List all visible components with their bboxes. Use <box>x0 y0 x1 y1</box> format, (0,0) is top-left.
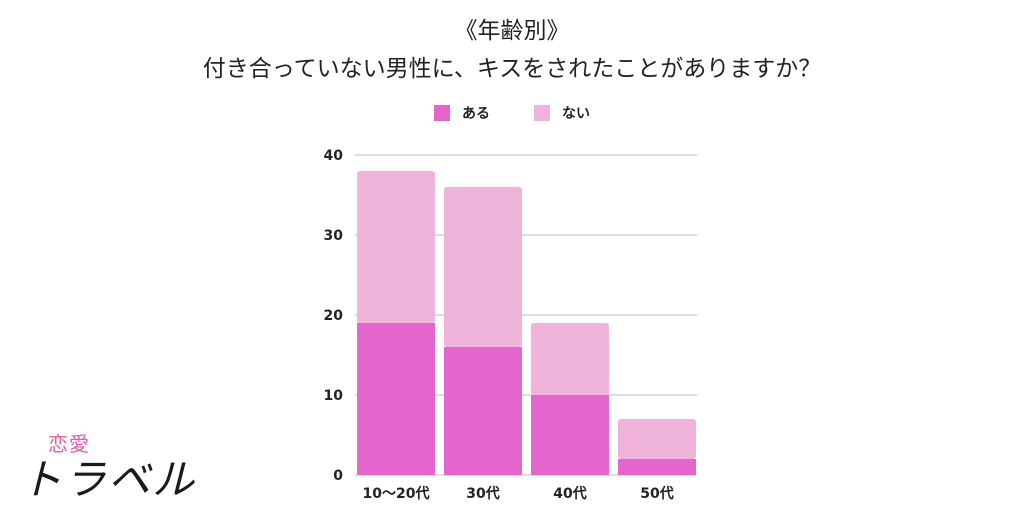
chart-title-line1: 《年齢別》 <box>454 18 570 44</box>
y-tick-label: 10 <box>324 388 344 404</box>
bar-segment-nai <box>531 323 609 395</box>
bar-segment-nai <box>357 171 435 323</box>
brand-logo-small-text: 恋愛 <box>48 432 90 456</box>
y-tick-label: 0 <box>333 468 343 484</box>
bar-segment-aru <box>357 323 435 475</box>
x-tick-label: 10～20代 <box>363 485 430 502</box>
bar-segment-nai <box>618 419 696 459</box>
chart-title-line2: 付き合っていない男性に、キスをされたことがありますか？ <box>202 56 822 82</box>
y-tick-label: 20 <box>324 308 344 324</box>
bar-segment-aru <box>444 347 522 475</box>
brand-logo-main-text: トラベル <box>20 455 197 504</box>
legend-label-aru: ある <box>462 106 490 122</box>
x-tick-label: 30代 <box>466 485 499 502</box>
legend-item-nai: ない <box>534 103 590 123</box>
legend-swatch-nai <box>534 105 550 121</box>
legend-swatch-aru <box>434 105 450 121</box>
legend: ある ない <box>0 103 1024 123</box>
bar-segment-aru <box>618 459 696 475</box>
legend-item-aru: ある <box>434 103 490 123</box>
y-tick-label: 40 <box>324 148 344 164</box>
y-tick-label: 30 <box>324 228 344 244</box>
bar-segment-aru <box>531 395 609 475</box>
x-tick-label: 40代 <box>553 485 586 502</box>
bar-segment-nai <box>444 187 522 347</box>
x-tick-label: 50代 <box>640 485 673 502</box>
legend-label-nai: ない <box>562 106 590 122</box>
